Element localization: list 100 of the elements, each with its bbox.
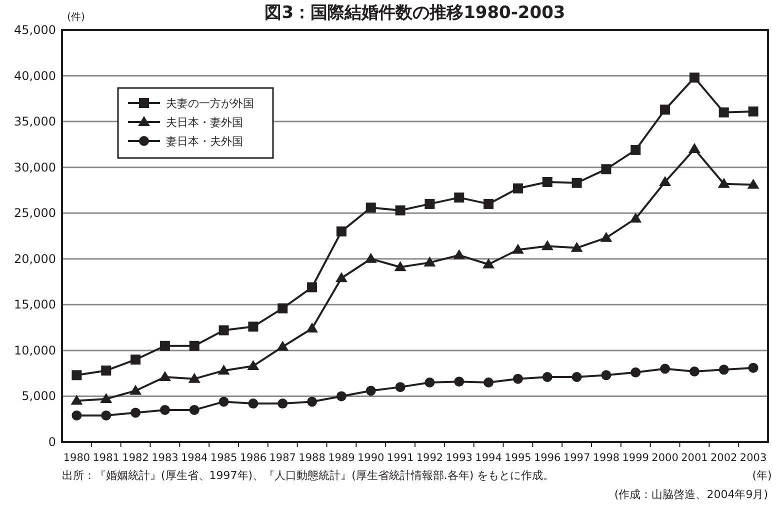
point <box>189 404 200 415</box>
point <box>630 144 641 155</box>
x-tick-label: 1990 <box>358 452 384 464</box>
point <box>306 322 318 332</box>
point <box>395 382 406 392</box>
point <box>689 72 700 83</box>
point <box>130 384 142 395</box>
point <box>188 372 200 383</box>
y-tick-label: 30,000 <box>14 160 56 174</box>
point <box>570 242 583 252</box>
point <box>72 410 82 420</box>
x-tick-label: 1987 <box>269 452 296 464</box>
point <box>601 164 612 174</box>
point <box>130 408 141 418</box>
point <box>482 258 495 268</box>
x-tick-label: 1997 <box>563 452 590 464</box>
point <box>660 364 670 374</box>
point <box>278 303 288 314</box>
point <box>718 364 729 375</box>
point <box>101 366 112 376</box>
point <box>542 176 552 187</box>
legend-label: 夫妻の一方が外国 <box>166 97 254 110</box>
point <box>512 374 523 384</box>
point <box>454 192 464 203</box>
x-tick-label: 1982 <box>122 452 149 464</box>
x-tick-label: 1981 <box>92 452 120 464</box>
y-tick-label: 0 <box>48 435 56 449</box>
point <box>718 107 729 118</box>
point <box>394 261 406 272</box>
x-tick-label: 1993 <box>446 452 472 464</box>
point <box>248 398 258 409</box>
point <box>601 370 612 380</box>
y-tick-label: 20,000 <box>14 252 56 266</box>
point <box>395 205 406 216</box>
point <box>454 376 464 387</box>
point <box>688 143 700 154</box>
x-tick-label: 1988 <box>298 452 326 464</box>
y-tick-label: 15,000 <box>14 298 56 312</box>
text: (作成：山脇啓造、2004年9月) <box>614 488 768 501</box>
point <box>424 256 436 267</box>
x-tick-label: 2003 <box>740 452 767 464</box>
point <box>484 198 494 209</box>
point <box>630 212 642 223</box>
text: 出所：『婚姻統計』(厚生省、1997年)、『人口動態統計』(厚生省統計情報部.各年) をもとに作成。 <box>62 469 554 482</box>
x-tick-label: 2001 <box>681 452 708 464</box>
x-tick-label: 1998 <box>592 452 620 464</box>
point <box>512 183 523 194</box>
point <box>366 202 376 213</box>
point <box>335 272 348 282</box>
point <box>484 377 494 388</box>
point <box>307 282 318 292</box>
x-tick-label: 1999 <box>622 452 649 464</box>
point <box>659 176 672 186</box>
point <box>572 178 582 188</box>
point <box>276 340 289 351</box>
x-tick-label: 1984 <box>181 452 208 464</box>
point <box>748 106 758 116</box>
y-tick-label: 5,000 <box>22 389 56 404</box>
point <box>336 391 346 402</box>
point <box>512 244 524 254</box>
x-tick-label: 1991 <box>386 452 414 464</box>
point <box>542 372 552 382</box>
point <box>748 362 758 373</box>
point <box>424 377 435 388</box>
x-tick-label: 1994 <box>475 452 502 464</box>
x-tick-label: 1992 <box>416 452 444 464</box>
point <box>364 252 377 263</box>
point <box>189 340 200 351</box>
point <box>572 372 582 382</box>
point <box>100 392 112 403</box>
x-tick-label: 1980 <box>63 452 90 464</box>
point <box>247 360 260 370</box>
point <box>70 394 83 405</box>
point <box>218 364 230 375</box>
y-tick-label: 40,000 <box>14 68 56 83</box>
point <box>160 404 170 415</box>
x-tick-label: 1986 <box>240 452 267 464</box>
y-tick-label: 35,000 <box>14 114 56 129</box>
point <box>660 104 670 115</box>
point <box>101 410 112 420</box>
y-axis-title: (件) <box>67 12 85 23</box>
point <box>718 178 730 188</box>
point <box>72 370 82 380</box>
x-tick-label: 2002 <box>710 452 738 464</box>
point <box>307 396 318 407</box>
x-tick-label: 1983 <box>152 452 178 464</box>
point <box>130 354 141 365</box>
point <box>248 322 258 332</box>
point <box>366 386 376 396</box>
point <box>158 370 171 381</box>
point <box>541 240 554 250</box>
point <box>600 232 612 242</box>
point <box>453 249 466 260</box>
x-tick-label: 1995 <box>504 452 532 464</box>
point <box>747 178 760 189</box>
point <box>424 198 435 209</box>
point <box>160 340 170 351</box>
point <box>278 398 288 409</box>
point <box>218 325 229 336</box>
y-tick-label: 25,000 <box>14 206 56 220</box>
